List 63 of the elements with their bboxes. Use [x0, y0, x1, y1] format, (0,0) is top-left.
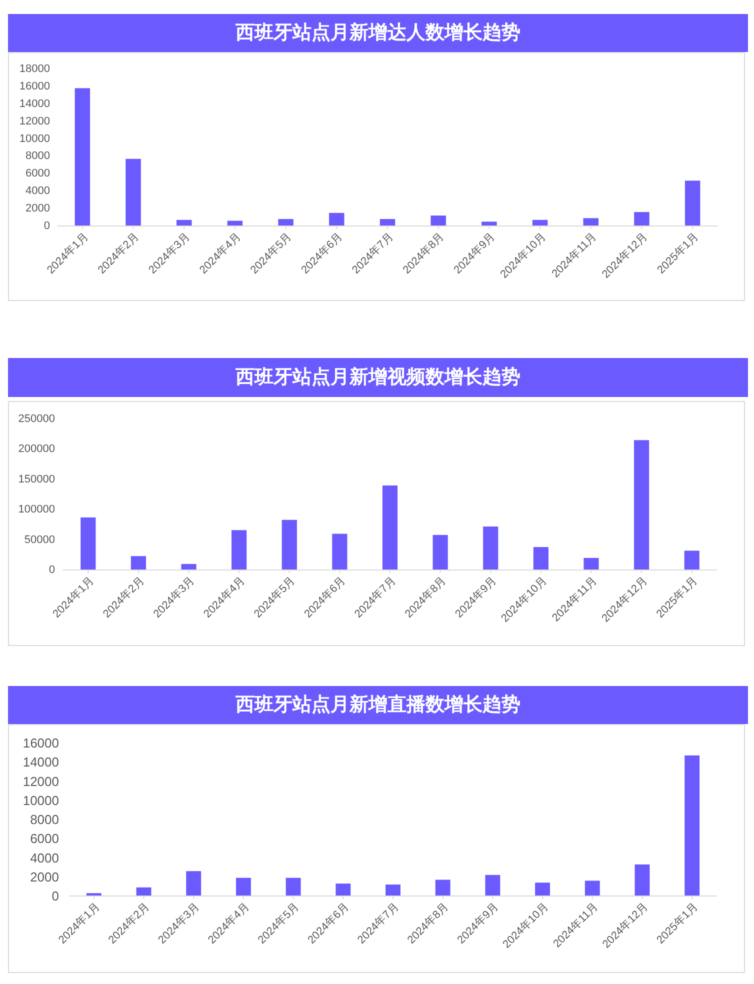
- y-tick-label: 14000: [19, 98, 50, 110]
- y-tick-label: 16000: [22, 736, 59, 750]
- bar: [482, 222, 497, 226]
- y-tick-label: 8000: [26, 150, 50, 162]
- y-tick-label: 10000: [22, 792, 59, 808]
- y-tick-label: 50000: [24, 534, 55, 546]
- bar: [74, 88, 90, 226]
- chart-title: 西班牙站点月新增视频数增长趋势: [234, 366, 520, 388]
- y-tick-label: 6000: [30, 831, 59, 846]
- y-tick-label: 8000: [30, 812, 59, 827]
- bar: [684, 755, 700, 896]
- bar: [386, 884, 400, 896]
- y-tick-label: 18000: [19, 63, 50, 75]
- bar: [126, 158, 141, 226]
- bar: [186, 871, 202, 896]
- bar: [485, 874, 500, 896]
- bar: [583, 218, 599, 226]
- y-tick-label: 0: [48, 564, 55, 576]
- bar: [435, 880, 450, 896]
- bar: [136, 887, 152, 896]
- bar: [282, 520, 297, 570]
- bar: [332, 534, 348, 570]
- bar: [329, 212, 344, 226]
- y-tick-label: 200000: [18, 443, 55, 456]
- bar: [286, 878, 301, 896]
- bar: [430, 216, 446, 226]
- bar: [634, 864, 650, 896]
- y-tick-label: 4000: [30, 850, 59, 866]
- bar: [634, 212, 650, 226]
- y-tick-label: 2000: [30, 869, 59, 884]
- y-tick-label: 2000: [26, 202, 50, 215]
- y-tick-label: 0: [52, 888, 59, 904]
- bar: [483, 526, 498, 570]
- bar: [432, 534, 448, 570]
- y-tick-label: 250000: [18, 413, 55, 425]
- bar: [130, 556, 146, 570]
- y-tick-label: 150000: [18, 473, 55, 486]
- y-tick-label: 100000: [18, 504, 55, 516]
- y-tick-label: 4000: [26, 185, 50, 198]
- bar: [336, 884, 351, 896]
- bar: [684, 550, 700, 570]
- bar: [533, 547, 548, 570]
- chart-title: 西班牙站点月新增直播数增长趋势: [234, 694, 520, 716]
- y-tick-label: 10000: [19, 132, 50, 145]
- y-tick-label: 12000: [22, 774, 59, 789]
- y-tick-label: 14000: [22, 754, 59, 770]
- bar: [584, 558, 599, 570]
- bar: [584, 880, 600, 896]
- bar: [382, 485, 398, 570]
- bar: [278, 219, 294, 226]
- bar: [535, 882, 550, 896]
- bar: [236, 878, 251, 896]
- bar: [232, 530, 247, 570]
- bar: [181, 564, 196, 570]
- y-tick-label: 6000: [26, 168, 50, 180]
- bar: [684, 180, 700, 226]
- y-tick-label: 16000: [19, 80, 50, 92]
- bar: [634, 440, 650, 570]
- y-tick-label: 12000: [19, 115, 50, 128]
- y-tick-label: 0: [44, 220, 50, 232]
- bar: [380, 219, 396, 226]
- chart-title: 西班牙站点月新增达人数增长趋势: [234, 22, 520, 44]
- bar: [80, 517, 96, 570]
